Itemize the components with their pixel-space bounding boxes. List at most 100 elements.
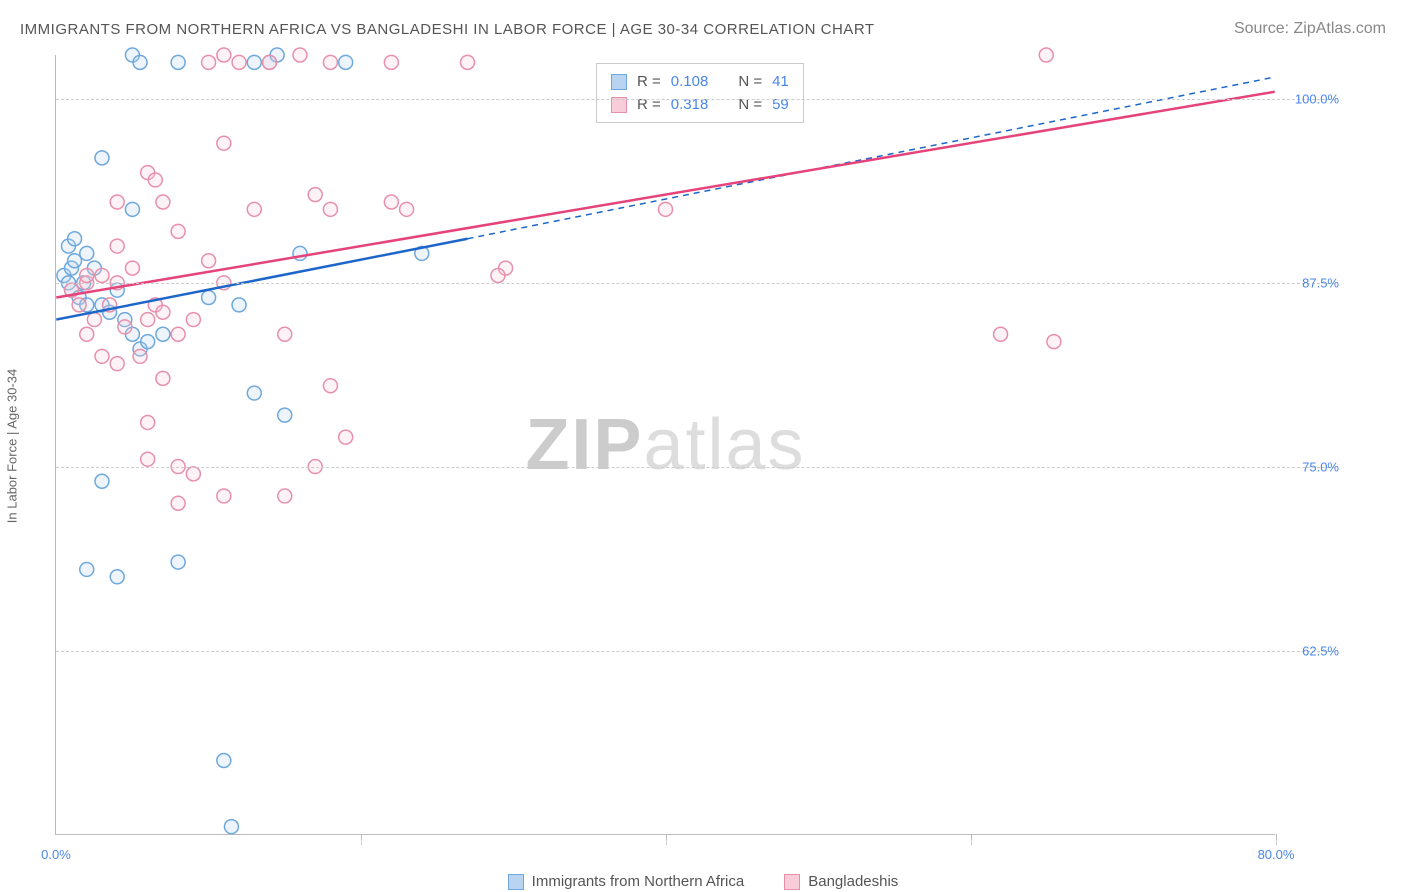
scatter-point	[217, 48, 231, 62]
scatter-point	[339, 430, 353, 444]
scatter-point	[247, 386, 261, 400]
gridline-h	[56, 651, 1335, 652]
ytick-label: 87.5%	[1302, 276, 1339, 291]
trend-line-dashed	[468, 77, 1275, 239]
scatter-point	[156, 371, 170, 385]
scatter-point	[141, 415, 155, 429]
legend-item: Bangladeshis	[784, 873, 898, 890]
scatter-point	[156, 195, 170, 209]
xtick-label: 0.0%	[41, 847, 71, 862]
scatter-point	[1039, 48, 1053, 62]
scatter-point	[171, 327, 185, 341]
gridline-h	[56, 283, 1335, 284]
scatter-point	[232, 298, 246, 312]
scatter-point	[339, 55, 353, 69]
scatter-point	[110, 570, 124, 584]
scatter-point	[156, 327, 170, 341]
scatter-point	[994, 327, 1008, 341]
scatter-point	[80, 562, 94, 576]
legend-item: Immigrants from Northern Africa	[508, 873, 745, 890]
scatter-point	[384, 55, 398, 69]
scatter-point	[171, 55, 185, 69]
scatter-point	[72, 298, 86, 312]
scatter-point	[171, 555, 185, 569]
gridline-h	[56, 99, 1335, 100]
legend-swatch	[508, 874, 524, 890]
ytick-label: 100.0%	[1295, 92, 1339, 107]
stats-row: R = 0.108 N = 41	[611, 70, 789, 93]
scatter-point	[95, 474, 109, 488]
scatter-point	[125, 261, 139, 275]
scatter-point	[141, 452, 155, 466]
stats-legend-box: R = 0.108 N = 41 R = 0.318 N = 59	[596, 63, 804, 123]
scatter-point	[148, 173, 162, 187]
scatter-point	[68, 232, 82, 246]
chart-plot-area: ZIPatlas R = 0.108 N = 41 R = 0.318 N = …	[55, 55, 1275, 835]
y-axis-label: In Labor Force | Age 30-34	[5, 369, 20, 523]
n-label: N =	[738, 73, 762, 90]
scatter-point	[95, 349, 109, 363]
scatter-point	[118, 320, 132, 334]
scatter-point	[217, 754, 231, 768]
scatter-point	[171, 496, 185, 510]
xtick-mark	[1276, 834, 1277, 840]
stats-row: R = 0.318 N = 59	[611, 93, 789, 116]
r-label: R =	[637, 73, 661, 90]
xtick-mark	[971, 834, 972, 840]
scatter-point	[400, 202, 414, 216]
scatter-point	[141, 335, 155, 349]
scatter-point	[125, 202, 139, 216]
legend-swatch	[784, 874, 800, 890]
scatter-point	[217, 136, 231, 150]
scatter-point	[171, 224, 185, 238]
scatter-point	[461, 55, 475, 69]
scatter-point	[80, 268, 94, 282]
legend-label: Bangladeshis	[808, 873, 898, 890]
scatter-point	[217, 489, 231, 503]
scatter-point	[110, 357, 124, 371]
scatter-point	[491, 268, 505, 282]
scatter-svg	[56, 55, 1275, 834]
scatter-point	[95, 268, 109, 282]
scatter-point	[202, 254, 216, 268]
scatter-point	[95, 151, 109, 165]
legend-label: Immigrants from Northern Africa	[532, 873, 745, 890]
scatter-point	[384, 195, 398, 209]
scatter-point	[202, 55, 216, 69]
scatter-point	[133, 349, 147, 363]
scatter-point	[156, 305, 170, 319]
scatter-point	[308, 188, 322, 202]
bottom-legend: Immigrants from Northern Africa Banglade…	[0, 873, 1406, 890]
scatter-point	[186, 313, 200, 327]
xtick-mark	[361, 834, 362, 840]
source-label: Source:	[1234, 20, 1294, 37]
ytick-label: 62.5%	[1302, 644, 1339, 659]
page-title: IMMIGRANTS FROM NORTHERN AFRICA VS BANGL…	[20, 21, 875, 38]
scatter-point	[323, 55, 337, 69]
scatter-point	[110, 195, 124, 209]
scatter-point	[224, 820, 238, 834]
legend-swatch	[611, 74, 627, 90]
scatter-point	[323, 379, 337, 393]
scatter-point	[659, 202, 673, 216]
scatter-point	[133, 55, 147, 69]
gridline-h	[56, 467, 1335, 468]
r-value: 0.108	[671, 73, 709, 90]
ytick-label: 75.0%	[1302, 460, 1339, 475]
scatter-point	[202, 291, 216, 305]
xtick-label: 80.0%	[1258, 847, 1295, 862]
scatter-point	[80, 327, 94, 341]
scatter-point	[263, 55, 277, 69]
scatter-point	[186, 467, 200, 481]
xtick-mark	[666, 834, 667, 840]
scatter-point	[87, 313, 101, 327]
source-name: ZipAtlas.com	[1294, 20, 1386, 37]
scatter-point	[141, 313, 155, 327]
scatter-point	[323, 202, 337, 216]
scatter-point	[247, 202, 261, 216]
n-value: 41	[772, 73, 789, 90]
scatter-point	[110, 239, 124, 253]
scatter-point	[232, 55, 246, 69]
scatter-point	[1047, 335, 1061, 349]
scatter-point	[278, 489, 292, 503]
